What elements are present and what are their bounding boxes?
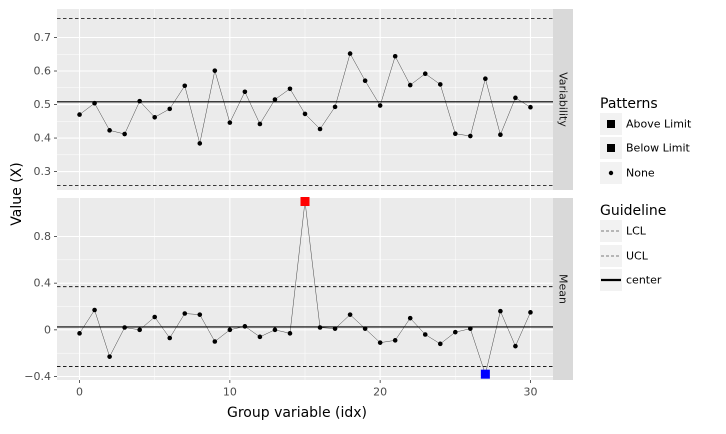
data-point-mean — [453, 329, 458, 335]
data-point-mean — [182, 311, 188, 316]
legend-guideline: Guideline LCL UCL center — [600, 203, 666, 291]
data-point-mean — [137, 327, 142, 333]
y-tick-label-variability: 0.4 — [34, 132, 52, 145]
data-point-below-limit-mean — [480, 369, 490, 379]
data-point-variability — [152, 114, 157, 120]
legend-guideline-title: Guideline — [600, 203, 666, 219]
strip-variability — [553, 9, 573, 190]
data-point-variability — [227, 120, 233, 125]
data-point-mean — [152, 314, 157, 320]
data-point-mean — [513, 343, 518, 349]
strip-label-mean: Mean — [557, 274, 570, 304]
data-point-variability — [257, 121, 263, 127]
data-point-variability — [92, 100, 97, 106]
x-tick-label: 0 — [76, 386, 83, 399]
legend-marker-above-limit — [607, 120, 615, 128]
data-point-mean — [227, 327, 233, 333]
data-point-variability — [107, 128, 112, 133]
data-point-variability — [437, 82, 443, 87]
y-tick-label-variability: 0.6 — [34, 65, 52, 78]
data-point-mean — [317, 325, 323, 330]
legend-label-ucl: UCL — [626, 250, 649, 263]
data-point-mean — [107, 354, 112, 359]
data-point-mean — [498, 308, 503, 314]
data-point-mean — [242, 324, 248, 329]
legend-label-center: center — [626, 274, 662, 287]
data-point-variability — [513, 95, 518, 101]
data-point-variability — [422, 71, 428, 76]
x-tick-label: 10 — [223, 386, 237, 399]
data-point-variability — [468, 133, 473, 139]
data-point-variability — [377, 103, 383, 108]
strip-mean — [553, 198, 573, 380]
legend-label-none: None — [626, 167, 655, 180]
data-point-variability — [483, 76, 488, 82]
y-tick-label-variability: 0.5 — [34, 98, 52, 111]
legend-patterns-title: Patterns — [600, 96, 658, 112]
data-point-variability — [137, 98, 142, 104]
data-point-variability — [77, 112, 82, 117]
data-point-variability — [392, 53, 398, 59]
y-tick-label-variability: 0.7 — [34, 31, 52, 44]
data-point-variability — [302, 111, 308, 117]
data-point-mean — [392, 338, 398, 343]
axis-layer: 0.3 0.4 0.5 0.6 0.7 −0.4 0 0.4 0.8 0 10 20 30 — [24, 31, 537, 399]
data-point-variability — [347, 51, 353, 56]
data-point-mean — [362, 326, 368, 331]
data-point-variability — [287, 86, 293, 92]
data-point-variability — [498, 132, 503, 137]
grid-layer — [57, 9, 553, 380]
data-point-variability — [182, 83, 188, 89]
y-tick-label-mean: −0.4 — [24, 370, 51, 383]
data-point-variability — [453, 131, 458, 136]
data-point-mean — [528, 310, 533, 315]
data-point-variability — [407, 82, 413, 88]
data-point-above-limit-mean — [300, 197, 310, 206]
data-point-mean — [347, 312, 353, 317]
legend-marker-none — [608, 170, 614, 176]
data-point-variability — [212, 68, 218, 73]
y-tick-label-mean: 0.4 — [34, 277, 52, 290]
data-point-variability — [317, 126, 323, 132]
y-tick-label-variability: 0.3 — [34, 165, 52, 178]
data-point-variability — [242, 89, 248, 95]
data-point-mean — [77, 331, 82, 336]
data-point-mean — [167, 335, 173, 341]
data-point-variability — [272, 97, 278, 102]
data-point-mean — [257, 334, 263, 340]
data-point-mean — [272, 327, 278, 333]
y-tick-label-mean: 0.8 — [34, 230, 52, 243]
data-point-variability — [528, 104, 533, 110]
x-tick-label: 20 — [373, 386, 387, 399]
strip-label-variability: Variability — [557, 72, 570, 127]
legend-label-above-limit: Above Limit — [626, 118, 692, 131]
x-axis-title: Group variable (idx) — [227, 405, 367, 421]
series-layer — [77, 51, 533, 379]
data-point-mean — [407, 315, 413, 321]
legend-label-below-limit: Below Limit — [626, 142, 691, 155]
data-point-mean — [437, 341, 443, 347]
data-point-mean — [197, 312, 203, 317]
data-point-mean — [287, 331, 293, 336]
data-point-variability — [122, 131, 127, 137]
legend-patterns: Patterns Above Limit Below Limit None — [600, 96, 692, 184]
x-tick-label: 30 — [523, 386, 537, 399]
y-axis-title: Value (X) — [9, 162, 25, 225]
data-point-mean — [122, 325, 127, 330]
legend-marker-below-limit — [607, 144, 615, 152]
data-point-mean — [92, 307, 97, 313]
legend-label-lcl: LCL — [626, 225, 647, 238]
data-point-mean — [468, 326, 473, 331]
data-point-variability — [197, 141, 203, 146]
data-point-variability — [362, 78, 368, 84]
data-point-mean — [212, 339, 218, 344]
data-point-variability — [167, 106, 173, 112]
data-point-mean — [422, 332, 428, 337]
data-point-variability — [332, 104, 338, 110]
y-tick-label-mean: 0 — [44, 323, 51, 336]
data-point-mean — [332, 326, 338, 331]
data-point-mean — [377, 340, 383, 345]
